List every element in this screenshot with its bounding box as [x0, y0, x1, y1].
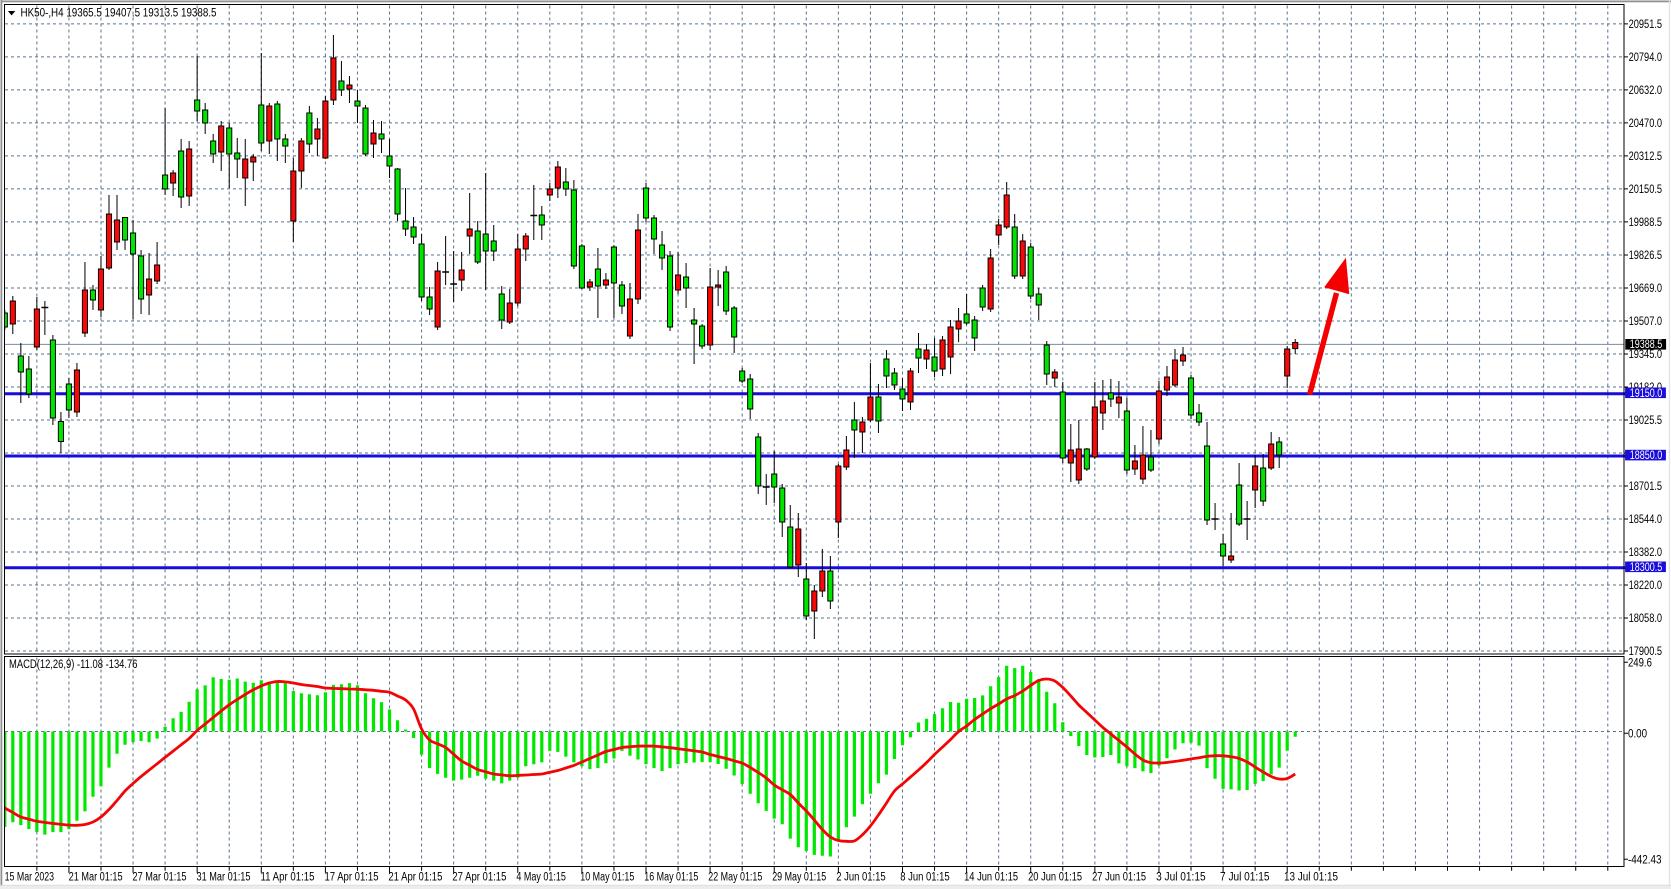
svg-text:27 Apr 01:15: 27 Apr 01:15 [452, 872, 506, 884]
svg-text:18058.0: 18058.0 [1629, 613, 1663, 625]
svg-text:19345.0: 19345.0 [1629, 349, 1663, 361]
svg-text:HK50-,H4 19365.5 19407.5 1931: HK50-,H4 19365.5 19407.5 19313.5 19388.5 [21, 6, 217, 20]
svg-text:19669.0: 19669.0 [1629, 283, 1663, 295]
svg-text:19507.0: 19507.0 [1629, 316, 1663, 328]
svg-text:20951.5: 20951.5 [1629, 19, 1663, 31]
svg-text:3 Jul 01:15: 3 Jul 01:15 [1156, 872, 1206, 884]
svg-text:17900.5: 17900.5 [1629, 646, 1663, 658]
svg-text:18850.0: 18850.0 [1630, 450, 1663, 462]
svg-text:8 Jun 01:15: 8 Jun 01:15 [900, 872, 950, 884]
svg-text:20794.0: 20794.0 [1629, 52, 1663, 64]
svg-text:29 May 01:15: 29 May 01:15 [772, 872, 826, 884]
svg-text:-442.43: -442.43 [1628, 854, 1662, 866]
svg-text:11 Apr 01:15: 11 Apr 01:15 [261, 872, 315, 884]
svg-text:19826.5: 19826.5 [1629, 250, 1663, 262]
svg-text:20470.0: 20470.0 [1629, 118, 1663, 130]
svg-text:14 Jun 01:15: 14 Jun 01:15 [964, 872, 1018, 884]
svg-text:21 Mar 01:15: 21 Mar 01:15 [69, 872, 123, 884]
svg-text:4 May 01:15: 4 May 01:15 [516, 872, 566, 884]
svg-text:19150.0: 19150.0 [1630, 388, 1663, 400]
svg-text:13 Jul 01:15: 13 Jul 01:15 [1284, 872, 1338, 884]
svg-text:18701.5: 18701.5 [1629, 481, 1663, 493]
svg-text:20312.5: 20312.5 [1629, 151, 1663, 163]
svg-text:7 Jul 01:15: 7 Jul 01:15 [1220, 872, 1270, 884]
svg-text:18544.0: 18544.0 [1629, 514, 1663, 526]
svg-text:15 Mar 2023: 15 Mar 2023 [5, 872, 55, 884]
svg-text:249.6: 249.6 [1628, 657, 1652, 669]
svg-text:18300.5: 18300.5 [1630, 562, 1663, 574]
svg-text:18220.0: 18220.0 [1629, 580, 1663, 592]
svg-text:17 Apr 01:15: 17 Apr 01:15 [325, 872, 379, 884]
svg-text:20150.5: 20150.5 [1629, 184, 1663, 196]
svg-text:20632.0: 20632.0 [1629, 85, 1663, 97]
svg-text:27 Jun 01:15: 27 Jun 01:15 [1092, 872, 1146, 884]
svg-text:MACD(12,26,9) -11.08 -134.76: MACD(12,26,9) -11.08 -134.76 [9, 659, 138, 671]
svg-text:22 May 01:15: 22 May 01:15 [708, 872, 762, 884]
svg-text:10 May 01:15: 10 May 01:15 [580, 872, 634, 884]
svg-text:27 Mar 01:15: 27 Mar 01:15 [133, 872, 187, 884]
svg-text:16 May 01:15: 16 May 01:15 [644, 872, 698, 884]
svg-text:0.00: 0.00 [1628, 728, 1647, 740]
svg-text:19388.5: 19388.5 [1630, 339, 1663, 351]
svg-text:31 Mar 01:15: 31 Mar 01:15 [197, 872, 251, 884]
svg-text:20 Jun 01:15: 20 Jun 01:15 [1028, 872, 1082, 884]
svg-text:19025.5: 19025.5 [1629, 415, 1663, 427]
svg-text:18382.0: 18382.0 [1629, 547, 1663, 559]
svg-text:19988.5: 19988.5 [1629, 217, 1663, 229]
svg-text:21 Apr 01:15: 21 Apr 01:15 [388, 872, 442, 884]
svg-text:2 Jun 01:15: 2 Jun 01:15 [836, 872, 886, 884]
